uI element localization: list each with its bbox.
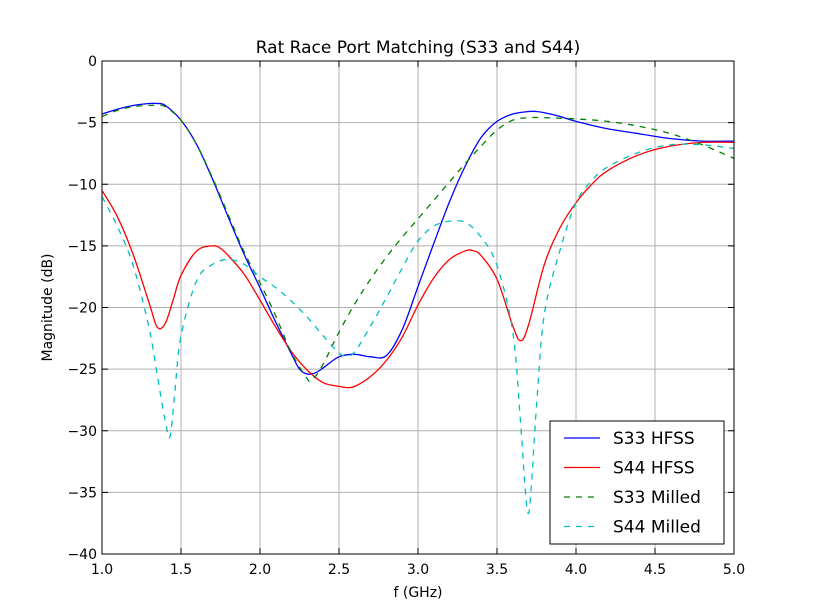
y-axis-title: Magnitude (dB) [40, 253, 56, 361]
legend-label-s33-hfss: S33 HFSS [613, 429, 695, 449]
y-tick-label: −15 [67, 239, 97, 255]
y-tick-label: −10 [67, 177, 97, 193]
chart-title: Rat Race Port Matching (S33 and S44) [256, 38, 581, 58]
y-tick-label: −40 [67, 547, 97, 563]
x-tick-label: 1.5 [170, 562, 192, 578]
x-tick-label: 5.0 [723, 562, 745, 578]
series-line-s44-hfss [102, 141, 734, 389]
x-tick-label: 3.0 [407, 562, 429, 578]
x-tick-label: 2.5 [328, 562, 350, 578]
x-tick-label: 4.5 [644, 562, 666, 578]
x-tick-label: 1.0 [91, 562, 113, 578]
legend-label-s33-milled: S33 Milled [613, 488, 701, 508]
series-line-s44-milled [102, 143, 734, 515]
series-group [102, 102, 734, 515]
legend-label-s44-hfss: S44 HFSS [613, 459, 695, 479]
x-axis-title: f (GHz) [393, 585, 442, 601]
legend: S33 HFSS S44 HFSS S33 Milled S44 Milled [549, 420, 725, 545]
x-tick-label: 4.0 [565, 562, 587, 578]
legend-label-s44-milled: S44 Milled [613, 518, 701, 538]
series-line-s33-milled [102, 104, 734, 383]
x-tick-label: 3.5 [486, 562, 508, 578]
y-tick-label: 0 [88, 54, 97, 70]
y-tick-label: −30 [67, 424, 97, 440]
y-tick-label: −5 [76, 116, 97, 132]
y-tick-label: −25 [67, 362, 97, 378]
legend-box [549, 420, 725, 545]
y-tick-label: −35 [67, 485, 97, 501]
ticks: 1.0 1.5 2.0 2.5 3.0 3.5 4.0 4.5 5.0 0 −5 −10 −15 −20 −… [67, 54, 745, 578]
y-tick-label: −20 [67, 301, 97, 317]
x-tick-label: 2.0 [249, 562, 271, 578]
